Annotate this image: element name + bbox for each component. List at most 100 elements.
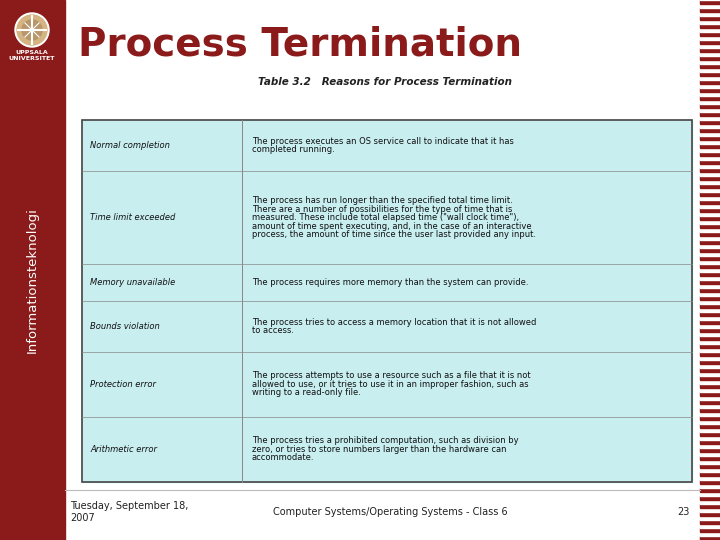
Text: writing to a read-only file.: writing to a read-only file. — [252, 388, 361, 397]
Bar — [700, 4, 720, 8]
Bar — [700, 24, 720, 28]
Text: Informationsteknologi: Informationsteknologi — [26, 207, 39, 353]
Text: measured. These include total elapsed time ("wall clock time"),: measured. These include total elapsed ti… — [252, 213, 519, 222]
Bar — [700, 420, 720, 424]
Bar — [700, 52, 720, 56]
Text: Time limit exceeded: Time limit exceeded — [90, 213, 176, 222]
Bar — [700, 280, 720, 284]
Bar — [700, 328, 720, 332]
Bar — [700, 440, 720, 444]
Bar — [700, 436, 720, 440]
Bar — [700, 200, 720, 204]
Bar — [700, 268, 720, 272]
Text: The process requires more memory than the system can provide.: The process requires more memory than th… — [252, 278, 528, 287]
Bar — [700, 356, 720, 360]
Bar — [700, 128, 720, 132]
Text: The process executes an OS service call to indicate that it has: The process executes an OS service call … — [252, 137, 514, 146]
Text: The process tries to access a memory location that it is not allowed: The process tries to access a memory loc… — [252, 318, 536, 327]
Text: Tuesday, September 18,
2007: Tuesday, September 18, 2007 — [70, 501, 189, 523]
Bar — [700, 292, 720, 296]
Bar — [700, 520, 720, 524]
Bar — [700, 208, 720, 212]
Bar — [700, 76, 720, 80]
Circle shape — [15, 13, 49, 47]
Bar — [700, 452, 720, 456]
Text: zero, or tries to store numbers larger than the hardware can: zero, or tries to store numbers larger t… — [252, 445, 506, 454]
Bar — [700, 448, 720, 452]
Bar — [700, 340, 720, 344]
Bar — [700, 244, 720, 248]
Bar — [700, 172, 720, 176]
Text: The process has run longer than the specified total time limit.: The process has run longer than the spec… — [252, 196, 513, 205]
Bar — [700, 324, 720, 328]
Bar — [700, 304, 720, 308]
Text: Computer Systems/Operating Systems - Class 6: Computer Systems/Operating Systems - Cla… — [273, 507, 508, 517]
Bar — [700, 352, 720, 356]
Bar — [700, 388, 720, 392]
Bar — [700, 180, 720, 184]
Text: 23: 23 — [678, 507, 690, 517]
Bar — [700, 220, 720, 224]
Bar — [700, 460, 720, 464]
Bar — [700, 384, 720, 388]
Bar — [82, 120, 692, 482]
Bar — [0, 0, 65, 540]
Bar — [700, 400, 720, 404]
Bar — [700, 100, 720, 104]
Bar — [700, 224, 720, 228]
Bar — [700, 528, 720, 532]
Bar — [700, 276, 720, 280]
Bar — [700, 64, 720, 68]
Bar — [700, 28, 720, 32]
Bar — [700, 80, 720, 84]
Text: process, the amount of time since the user last provided any input.: process, the amount of time since the us… — [252, 230, 536, 239]
Bar — [700, 140, 720, 144]
Text: Memory unavailable: Memory unavailable — [90, 278, 175, 287]
Bar — [700, 132, 720, 136]
Bar — [700, 216, 720, 220]
Bar — [700, 368, 720, 372]
Bar — [700, 380, 720, 384]
Text: Process Termination: Process Termination — [78, 26, 522, 64]
Bar — [700, 412, 720, 416]
Bar — [700, 432, 720, 436]
Bar — [700, 508, 720, 512]
Bar — [700, 288, 720, 292]
Bar — [700, 488, 720, 492]
Bar — [700, 104, 720, 108]
Bar — [700, 84, 720, 88]
Bar — [700, 504, 720, 508]
Text: amount of time spent executing, and, in the case of an interactive: amount of time spent executing, and, in … — [252, 221, 531, 231]
Bar — [700, 88, 720, 92]
Bar — [700, 152, 720, 156]
Bar — [700, 416, 720, 420]
Bar — [700, 0, 720, 4]
Bar — [700, 468, 720, 472]
Bar — [700, 496, 720, 500]
Bar — [700, 252, 720, 256]
Bar — [700, 492, 720, 496]
Bar — [700, 332, 720, 336]
Bar — [700, 312, 720, 316]
Bar — [700, 476, 720, 480]
Bar — [700, 124, 720, 128]
Bar — [700, 108, 720, 112]
Bar — [700, 92, 720, 96]
Bar — [700, 144, 720, 148]
Bar — [700, 240, 720, 244]
Bar — [700, 112, 720, 116]
Bar — [700, 516, 720, 520]
Bar — [700, 372, 720, 376]
Bar — [700, 320, 720, 324]
Bar — [700, 316, 720, 320]
Bar — [700, 188, 720, 192]
Bar — [700, 392, 720, 396]
Text: Table 3.2   Reasons for Process Termination: Table 3.2 Reasons for Process Terminatio… — [258, 77, 512, 87]
Bar — [700, 484, 720, 488]
Circle shape — [22, 20, 42, 40]
Bar — [700, 44, 720, 48]
Bar — [700, 336, 720, 340]
Bar — [700, 204, 720, 208]
Bar — [700, 148, 720, 152]
Bar — [700, 396, 720, 400]
